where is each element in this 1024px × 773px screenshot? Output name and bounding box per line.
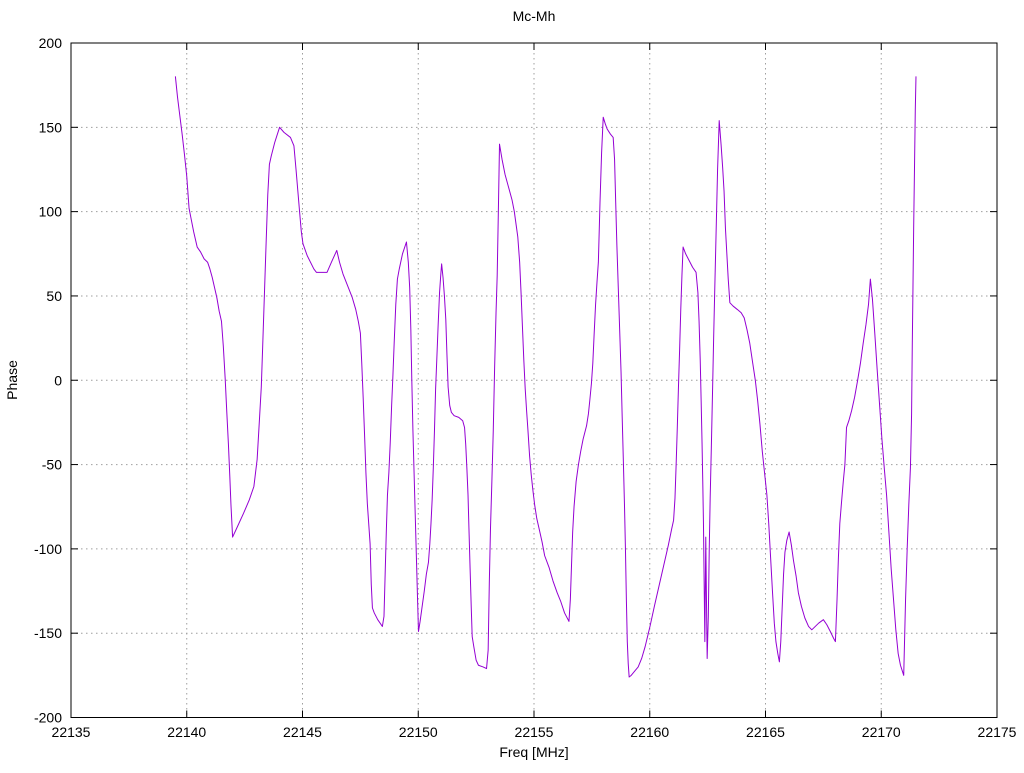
x-tick-label-22155: 22155	[515, 724, 554, 740]
y-tick-label-200: 200	[39, 35, 63, 51]
plot-border	[70, 42, 998, 718]
x-tick-label-22145: 22145	[283, 724, 322, 740]
x-axis-label: Freq [MHz]	[499, 744, 568, 760]
x-tick-label-22160: 22160	[630, 724, 669, 740]
x-tick-label-22150: 22150	[399, 724, 438, 740]
x-tick-label-22165: 22165	[746, 724, 785, 740]
x-tick-label-22170: 22170	[862, 724, 901, 740]
x-tick-label-22140: 22140	[167, 724, 206, 740]
axis-tick-labels: 22135 22140 22145 22150 22155 22160 22165 22170…	[34, 35, 1017, 740]
series-line-Mc-Mh	[174, 76, 917, 678]
y-tick-label--50: -50	[42, 457, 62, 473]
y-tick-label-150: 150	[39, 119, 63, 135]
y-axis-label: Phase	[4, 360, 20, 400]
y-tick-label-50: 50	[46, 288, 62, 304]
y-tick-label--100: -100	[34, 541, 62, 557]
y-tick-label-100: 100	[39, 204, 63, 220]
y-tick-label--200: -200	[34, 710, 62, 726]
x-tick-label-22135: 22135	[52, 724, 91, 740]
y-tick-label-0: 0	[54, 372, 62, 388]
x-tick-label-22175: 22175	[978, 724, 1017, 740]
y-tick-label--150: -150	[34, 625, 62, 641]
chart-title: Mc-Mh	[513, 8, 556, 24]
data-series	[174, 76, 917, 678]
